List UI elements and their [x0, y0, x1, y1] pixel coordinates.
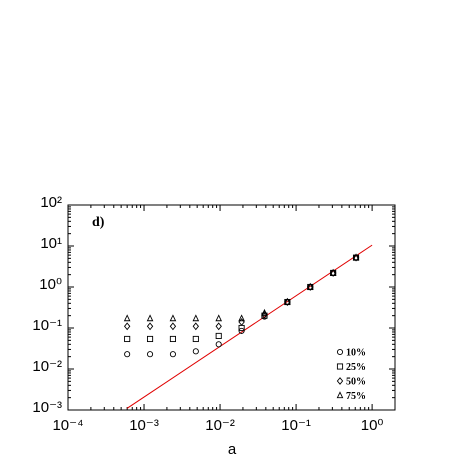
point: [352, 253, 360, 262]
y-tick-label: 10⁻²: [32, 358, 62, 375]
legend-marker: [336, 391, 344, 399]
point: [146, 322, 154, 331]
point: [261, 308, 268, 316]
point: [215, 332, 222, 339]
fit-line: [126, 244, 373, 409]
point: [215, 341, 222, 348]
point: [307, 283, 314, 291]
point: [169, 314, 177, 322]
y-tick-label: 10⁻¹: [32, 317, 62, 334]
legend-marker: [336, 348, 344, 356]
x-tick-label: 10⁻³: [129, 417, 159, 434]
point: [146, 335, 154, 343]
point: [124, 351, 131, 358]
point: [169, 351, 176, 358]
point: [146, 351, 154, 358]
point: [192, 322, 200, 331]
x-tick-label: 10⁻⁴: [52, 417, 83, 434]
point: [123, 314, 131, 322]
legend-label: 50%: [346, 376, 366, 387]
point: [284, 298, 291, 306]
point: [192, 314, 200, 322]
point: [329, 268, 337, 276]
y-tick-label: 10¹: [40, 235, 62, 252]
legend-marker: [336, 377, 344, 385]
y-tick-label: 10⁻³: [32, 399, 62, 416]
x-tick-label: 10⁻²: [205, 417, 235, 434]
point: [192, 348, 199, 355]
point: [123, 322, 131, 331]
legend-label: 25%: [346, 362, 366, 373]
point: [124, 335, 131, 343]
y-tick-label: 10²: [40, 194, 62, 211]
x-tick-label: 10⁰: [361, 417, 384, 434]
point: [169, 335, 176, 343]
point: [352, 253, 360, 261]
point: [169, 322, 177, 331]
x-axis-label: a: [228, 441, 237, 458]
point: [238, 314, 245, 322]
plot-frame: [67, 204, 396, 411]
point: [329, 269, 337, 277]
point: [215, 322, 222, 331]
point: [192, 335, 199, 343]
point: [146, 314, 154, 322]
point: [284, 297, 291, 305]
point: [215, 314, 223, 322]
y-tick-label: 10⁰: [39, 276, 62, 293]
x-tick-label: 10⁻¹: [281, 417, 311, 434]
legend-label: 75%: [346, 391, 366, 402]
annotation: d): [92, 215, 105, 230]
point: [306, 282, 314, 290]
legend-label: 10%: [346, 347, 366, 358]
legend-marker: [336, 363, 344, 370]
